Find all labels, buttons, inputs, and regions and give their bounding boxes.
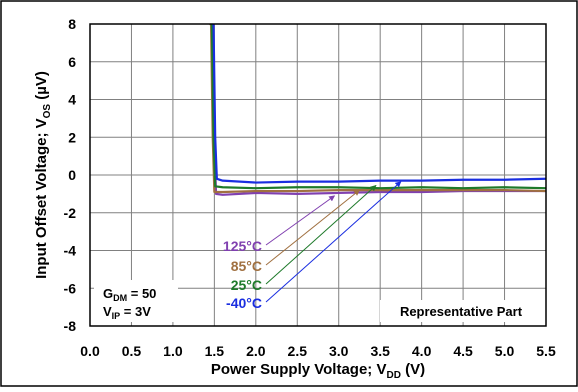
x-tick-label-1: 0.5: [122, 343, 142, 359]
y-tick-labels: -8 -6 -4 -2 0 2 4 6 8: [64, 16, 77, 334]
y-axis-label-main: Input Offset Voltage; V: [33, 118, 50, 279]
vip-tail: = 3V: [120, 304, 151, 319]
legend-label-3: -40°C: [226, 295, 262, 311]
x-axis-label-sub: DD: [386, 370, 400, 381]
conditions-box: GDM = 50 VIP = 3V: [94, 280, 178, 322]
gdm-annotation: GDM = 50: [103, 286, 156, 303]
x-axis-label: Power Supply Voltage; VDD (V): [211, 361, 425, 381]
y-tick-label-0: -8: [64, 318, 77, 334]
y-tick-label-8: 8: [68, 16, 76, 32]
legend-arrow-1: [265, 189, 360, 266]
x-tick-label-5: 2.5: [288, 343, 308, 359]
series-group: [209, 24, 546, 196]
series-line-2: [210, 24, 546, 190]
y-axis-label-sub: OS: [42, 104, 53, 119]
x-tick-label-10: 5.0: [495, 343, 515, 359]
vip-sub: IP: [112, 311, 121, 321]
vip-annotation: VIP = 3V: [103, 304, 151, 321]
x-tick-label-7: 3.5: [370, 343, 390, 359]
y-tick-label-7: 6: [68, 54, 76, 70]
y-axis-label: Input Offset Voltage; VOS (µV): [33, 71, 53, 279]
part-annotation-frame: [380, 300, 542, 322]
x-tick-labels: 0.0 0.5 1.0 1.5 2.0 2.5 3.0 3.5 4.0 4.5 5.0 5.5: [80, 343, 556, 359]
conditions-box-frame: [94, 280, 178, 322]
x-tick-label-2: 1.0: [163, 343, 183, 359]
legend-label-1: 85°C: [231, 258, 262, 274]
x-tick-label-11: 5.5: [536, 343, 556, 359]
gdm-sub: DM: [113, 293, 127, 303]
legend-arrow-3: [265, 181, 402, 303]
x-tick-label-3: 1.5: [205, 343, 225, 359]
gdm-main: G: [103, 286, 113, 301]
gdm-tail: = 50: [127, 286, 156, 301]
x-axis-label-main: Power Supply Voltage; V: [211, 361, 387, 378]
x-tick-label-6: 3.0: [329, 343, 349, 359]
grid-lines: [89, 23, 547, 327]
legend: 125°C 85°C 25°C -40°C: [223, 181, 402, 311]
x-axis-label-tail: (V): [401, 361, 425, 378]
y-tick-label-2: -4: [64, 243, 77, 259]
vip-main: V: [103, 304, 112, 319]
x-tick-label-9: 4.5: [453, 343, 473, 359]
legend-arrow-2: [265, 184, 377, 285]
y-tick-label-4: 0: [68, 167, 76, 183]
y-tick-label-3: -2: [64, 205, 77, 221]
x-tick-label-0: 0.0: [80, 343, 100, 359]
y-tick-label-5: 2: [68, 129, 76, 145]
y-tick-label-1: -6: [64, 280, 77, 296]
y-axis-label-tail: (µV): [33, 71, 50, 104]
series-line-3: [211, 24, 546, 184]
legend-arrow-0: [265, 195, 336, 246]
part-annotation: Representative Part: [400, 304, 523, 319]
x-tick-label-8: 4.0: [412, 343, 432, 359]
y-tick-label-6: 4: [68, 92, 76, 108]
legend-label-0: 125°C: [223, 238, 262, 254]
plot-border: [89, 23, 547, 327]
x-tick-label-4: 2.0: [246, 343, 266, 359]
legend-label-2: 25°C: [231, 277, 262, 293]
